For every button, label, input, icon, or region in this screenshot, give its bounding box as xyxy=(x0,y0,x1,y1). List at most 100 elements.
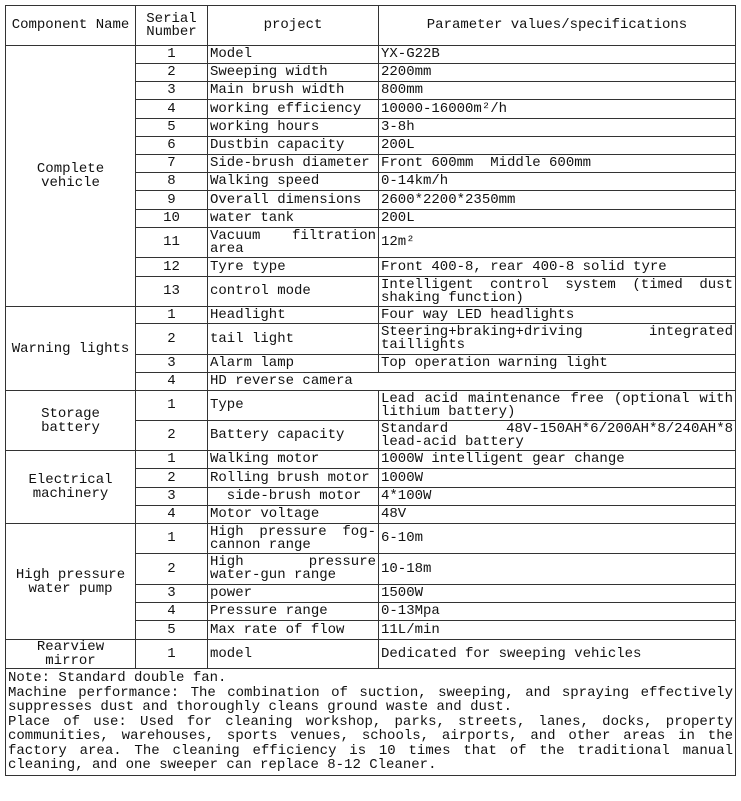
notes-cell: Note: Standard double fan. Machine perfor… xyxy=(5,668,736,776)
project-name: water tank xyxy=(207,209,379,228)
parameter-value: 1500W xyxy=(378,584,736,603)
parameter-value: 1000W xyxy=(378,468,736,488)
project-name: Headlight xyxy=(207,306,379,324)
serial-number: 4 xyxy=(135,602,208,621)
project-name: High pressure water-gun range xyxy=(207,553,379,585)
serial-number: 3 xyxy=(135,354,208,373)
table-row: 2 Sweeping width 2200mm xyxy=(6,63,736,82)
serial-number: 1 xyxy=(135,306,208,324)
parameter-value: Front 600mm Middle 600mm xyxy=(378,154,736,173)
project-name: Rolling brush motor xyxy=(207,468,379,488)
serial-number: 13 xyxy=(135,276,208,307)
header-serial: Serial Number xyxy=(135,5,208,46)
table-row: 9 Overall dimensions 2600*2200*2350mm xyxy=(6,190,736,210)
header-project: project xyxy=(207,5,379,46)
project-name: Main brush width xyxy=(207,81,379,100)
project-name: Battery capacity xyxy=(207,420,379,451)
parameter-value: YX-G22B xyxy=(378,45,736,64)
table-row: 2 Battery capacity Standard 48V-150AH*6/20… xyxy=(6,420,736,451)
parameter-value: 2200mm xyxy=(378,63,736,82)
serial-number: 1 xyxy=(135,390,208,421)
parameter-value: Intelligent control system (timed dust s… xyxy=(378,276,736,307)
serial-number: 2 xyxy=(135,420,208,451)
parameter-value: Four way LED headlights xyxy=(378,306,736,324)
serial-number: 4 xyxy=(135,99,208,119)
table-row: Rearview mirror 1 model Dedicated for sweep… xyxy=(5,639,736,669)
serial-number: 3 xyxy=(135,487,208,506)
project-name: Tyre type xyxy=(207,257,379,277)
serial-number: 1 xyxy=(135,523,208,554)
parameter-value: 10-18m xyxy=(378,553,736,585)
serial-number: 7 xyxy=(135,154,208,173)
serial-number: 2 xyxy=(135,468,208,488)
note-paragraph: Place of use: Used for cleaning workshop… xyxy=(8,713,733,773)
parameter-value: 0-13Mpa xyxy=(378,602,736,621)
parameter-value: 2600*2200*2350mm xyxy=(378,190,736,210)
serial-number: 2 xyxy=(135,553,208,585)
table-row: Complete vehicle 1 Model YX-G22B xyxy=(5,45,736,307)
serial-number: 1 xyxy=(135,639,208,669)
parameter-value: Dedicated for sweeping vehicles xyxy=(378,639,736,669)
project-name: model xyxy=(207,639,379,669)
project-name: power xyxy=(207,584,379,603)
project-name: Motor voltage xyxy=(207,505,379,524)
component-name: Complete vehicle xyxy=(5,45,136,307)
project-name: Walking motor xyxy=(207,450,379,469)
serial-number: 2 xyxy=(135,63,208,82)
project-name: Sweeping width xyxy=(207,63,379,82)
serial-number: 11 xyxy=(135,227,208,258)
table-row: Storage battery 1 Type Lead acid maintenanc… xyxy=(5,390,736,451)
project-name: working efficiency xyxy=(207,99,379,119)
project-name: Max rate of flow xyxy=(207,620,379,640)
table-row: Electrical machinery 1 Walking motor 1000W … xyxy=(5,450,736,524)
serial-number: 2 xyxy=(135,323,208,355)
parameter-value: 48V xyxy=(378,505,736,524)
project-name: control mode xyxy=(207,276,379,307)
table-row: 3 side-brush motor 4*100W xyxy=(6,487,736,506)
serial-number: 5 xyxy=(135,620,208,640)
project-name: HD reverse camera xyxy=(207,372,736,391)
project-name: Walking speed xyxy=(207,172,379,191)
parameter-value: 4*100W xyxy=(378,487,736,506)
parameter-value: 1000W intelligent gear change xyxy=(378,450,736,469)
table-row: 4 Motor voltage 48V xyxy=(6,505,736,524)
serial-number: 4 xyxy=(135,505,208,524)
header-component: Component Name xyxy=(5,5,136,46)
project-name: High pressure fog-cannon range xyxy=(207,523,379,554)
serial-number: 6 xyxy=(135,136,208,155)
serial-number: 10 xyxy=(135,209,208,228)
table-row: 5 working hours 3-8h xyxy=(6,118,736,137)
serial-number: 3 xyxy=(135,584,208,603)
project-name: side-brush motor xyxy=(207,487,379,506)
parameter-value: 200L xyxy=(378,136,736,155)
parameter-value: 6-10m xyxy=(378,523,736,554)
notes-row: Note: Standard double fan. Machine perfor… xyxy=(5,668,736,776)
parameter-value: 3-8h xyxy=(378,118,736,137)
serial-number: 1 xyxy=(135,450,208,469)
serial-number: 9 xyxy=(135,190,208,210)
parameter-value: Front 400-8, rear 400-8 solid tyre xyxy=(378,257,736,277)
parameter-value: 10000-16000m²/h xyxy=(378,99,736,119)
parameter-value: 12m² xyxy=(378,227,736,258)
component-name: Warning lights xyxy=(5,306,136,391)
parameter-value: Lead acid maintenance free (optional wit… xyxy=(378,390,736,421)
component-name: Storage battery xyxy=(5,390,136,451)
project-name: Pressure range xyxy=(207,602,379,621)
project-name: Alarm lamp xyxy=(207,354,379,373)
project-name: Vacuum filtration area xyxy=(207,227,379,258)
serial-number: 5 xyxy=(135,118,208,137)
serial-number: 3 xyxy=(135,81,208,100)
parameter-value: 200L xyxy=(378,209,736,228)
table-row: High pressure water pump 1 High pressure f… xyxy=(5,523,736,640)
parameter-value: 800mm xyxy=(378,81,736,100)
note-paragraph: Machine performance: The combination of … xyxy=(8,684,733,715)
project-name: Side-brush diameter xyxy=(207,154,379,173)
parameter-value: 0-14km/h xyxy=(378,172,736,191)
table-row: 2 Rolling brush motor 1000W xyxy=(6,468,736,488)
parameter-value: Top operation warning light xyxy=(378,354,736,373)
parameter-value: Steering+braking+driving integrated tail… xyxy=(378,323,736,355)
project-name: working hours xyxy=(207,118,379,137)
component-name: Rearview mirror xyxy=(5,639,136,669)
spec-table: Component Name Serial Number project Par… xyxy=(5,5,736,776)
header-params: Parameter values/specifications xyxy=(378,5,736,46)
